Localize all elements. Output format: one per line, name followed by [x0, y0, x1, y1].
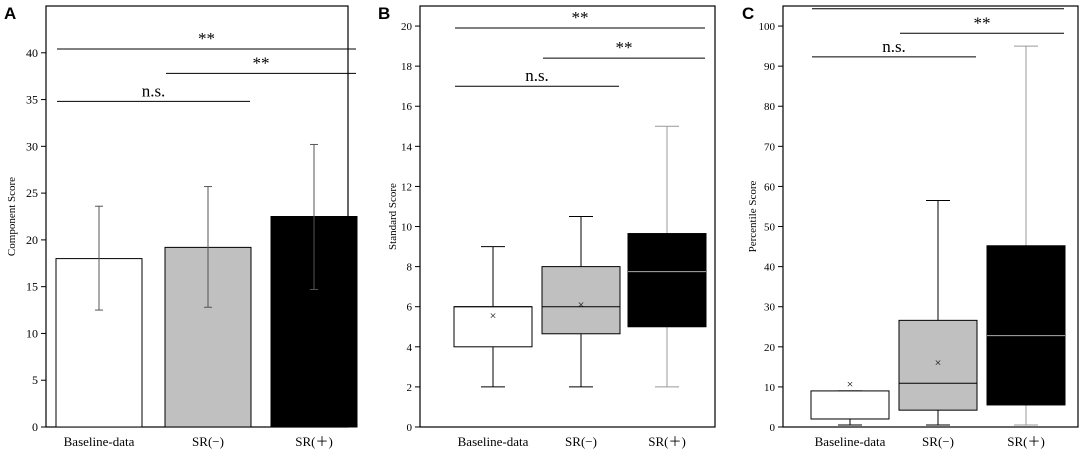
y-tick-label: 30	[26, 139, 38, 153]
y-tick-label: 80	[764, 101, 776, 113]
panel-label: C	[742, 4, 754, 23]
mean-marker: ×	[847, 377, 854, 391]
y-tick-label: 100	[759, 21, 776, 33]
panel-label: A	[4, 4, 16, 23]
y-tick-label: 0	[770, 422, 776, 434]
y-tick-label: 20	[26, 233, 38, 247]
y-tick-label: 16	[401, 101, 413, 113]
plot-frame	[782, 5, 1079, 428]
x-tick-label: SR(−)	[922, 434, 954, 449]
y-tick-label: 60	[764, 181, 776, 193]
box	[986, 245, 1066, 406]
panel-label: B	[378, 4, 390, 23]
y-tick-label: 35	[26, 93, 38, 107]
mean-marker: ×	[578, 298, 585, 312]
y-axis-label: Standard Score	[387, 183, 399, 250]
y-axis-label: Component Score	[6, 177, 18, 256]
plot-frame	[419, 5, 716, 428]
significance-label-stars: **	[572, 8, 589, 27]
mean-marker: ×	[1023, 312, 1030, 326]
box	[541, 266, 621, 335]
box	[810, 390, 890, 420]
x-tick-label: Baseline-data	[458, 434, 529, 449]
x-tick-label: Baseline-data	[815, 434, 886, 449]
y-tick-label: 20	[401, 21, 413, 33]
y-tick-label: 10	[26, 326, 38, 340]
significance-label-ns: n.s.	[142, 81, 166, 100]
y-tick-label: 12	[401, 181, 412, 193]
panel-b: B 0 2 4 6 8 10 12 14 16 18 20 Standard Score Baseline…	[378, 4, 716, 449]
y-tick-label: 2	[407, 382, 413, 394]
y-tick-label: 10	[764, 382, 776, 394]
box	[453, 306, 533, 348]
box	[627, 233, 707, 328]
y-tick-label: 90	[764, 61, 776, 73]
y-tick-label: 30	[764, 302, 776, 314]
significance-label-stars: **	[253, 53, 270, 72]
mean-marker: ×	[490, 309, 497, 323]
x-tick-label: SR(＋)	[648, 434, 686, 449]
x-tick-label: SR(＋)	[1007, 434, 1045, 449]
y-tick-label: 6	[407, 302, 413, 314]
panel-a: A 0 5 10 15 20 25 30 35 40 Component Score Baseline…	[4, 4, 358, 449]
y-axis-label: Percentile Score	[747, 180, 759, 252]
x-tick-label: SR(＋)	[295, 434, 333, 449]
y-tick-label: 0	[407, 422, 413, 434]
significance-label-stars: **	[974, 13, 991, 32]
significance-label-stars: **	[616, 38, 633, 57]
y-tick-label: 20	[764, 342, 776, 354]
mean-marker: ×	[935, 355, 942, 369]
x-tick-label: Baseline-data	[64, 434, 135, 449]
y-tick-label: 50	[764, 222, 776, 234]
significance-label-ns: n.s.	[882, 37, 906, 56]
y-tick-label: 70	[764, 141, 776, 153]
box	[898, 319, 978, 411]
y-tick-label: 18	[401, 61, 413, 73]
significance-label-ns: n.s.	[525, 66, 549, 85]
y-tick-label: 0	[32, 420, 38, 434]
y-tick-label: 40	[764, 262, 776, 274]
y-tick-label: 5	[32, 373, 38, 387]
significance-label-stars: **	[198, 29, 215, 48]
y-tick-label: 40	[26, 46, 38, 60]
panel-c: C 0 10 20 30 40 50 60 70 80 90 100 Percentile Score B…	[742, 0, 1079, 449]
y-tick-label: 14	[401, 141, 413, 153]
y-tick-label: 15	[26, 280, 38, 294]
y-tick-label: 25	[26, 186, 38, 200]
mean-marker: ×	[664, 273, 671, 287]
x-tick-label: SR(−)	[565, 434, 597, 449]
x-tick-label: SR(−)	[192, 434, 224, 449]
y-tick-label: 8	[407, 262, 413, 274]
significance-label-stars: **	[930, 0, 947, 8]
y-tick-label: 10	[401, 222, 413, 234]
y-tick-label: 4	[407, 342, 413, 354]
